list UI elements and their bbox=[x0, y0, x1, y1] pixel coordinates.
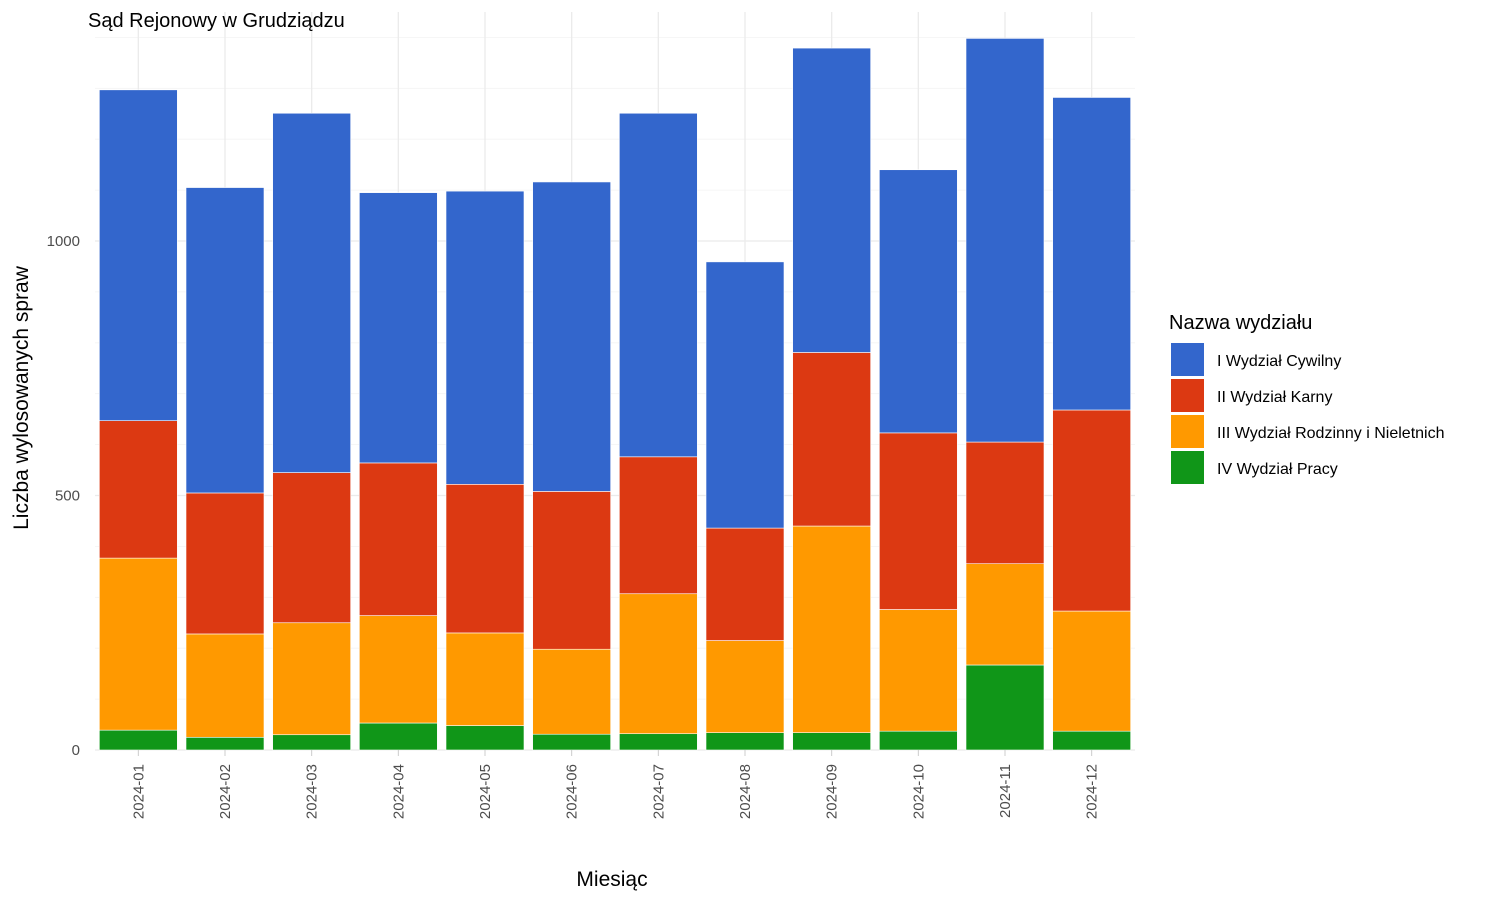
x-tick-label: 2024-12 bbox=[1084, 764, 1101, 819]
legend-swatch bbox=[1171, 343, 1204, 376]
x-tick-label: 2024-06 bbox=[564, 764, 581, 819]
bar-segment bbox=[705, 640, 785, 733]
bar-segment bbox=[272, 112, 351, 473]
bar-segment bbox=[965, 563, 1045, 666]
x-tick-label: 2024-05 bbox=[477, 764, 494, 819]
bar-segment bbox=[619, 112, 698, 458]
bar-segment bbox=[619, 456, 698, 595]
bar-segment bbox=[99, 89, 178, 421]
x-axis-title: Miesiąc bbox=[576, 868, 647, 891]
bar-segment bbox=[1052, 730, 1131, 751]
bar-segment bbox=[705, 261, 785, 529]
x-tick-label: 2024-11 bbox=[997, 764, 1014, 818]
bar-segment bbox=[879, 609, 958, 732]
legend-label: III Wydział Rodzinny i Nieletnich bbox=[1217, 425, 1445, 442]
bar-segment bbox=[965, 441, 1045, 565]
legend-label: I Wydział Cywilny bbox=[1217, 353, 1341, 370]
bar-segment bbox=[532, 648, 611, 735]
bar-segment bbox=[99, 729, 178, 751]
x-tick-label: 2024-08 bbox=[737, 764, 754, 819]
bar-segment bbox=[359, 615, 438, 724]
bar-segment bbox=[185, 736, 265, 751]
bar-segment bbox=[532, 181, 611, 492]
bar-segment bbox=[705, 527, 785, 641]
bar-segment bbox=[792, 47, 871, 353]
x-tick-label: 2024-03 bbox=[304, 764, 321, 819]
bar-segment bbox=[359, 192, 438, 464]
bar-segment bbox=[445, 484, 525, 634]
bar-segment bbox=[445, 190, 525, 485]
bar-segment bbox=[272, 472, 351, 624]
bar-segment bbox=[1052, 610, 1131, 732]
bar-segment bbox=[185, 492, 265, 635]
legend-label: II Wydział Karny bbox=[1217, 389, 1332, 406]
legend-title: Nazwa wydziału bbox=[1169, 312, 1312, 334]
bar-segment bbox=[965, 664, 1045, 751]
x-tick-label: 2024-07 bbox=[650, 764, 667, 819]
legend-label: IV Wydział Pracy bbox=[1217, 461, 1338, 478]
bar-segment bbox=[879, 169, 958, 434]
bar-segment bbox=[532, 733, 611, 751]
bar-segment bbox=[445, 725, 525, 751]
bar-segment bbox=[792, 732, 871, 751]
y-tick-label: 1000 bbox=[47, 233, 80, 250]
bar-segment bbox=[359, 722, 438, 751]
bar-segment bbox=[1052, 409, 1131, 612]
x-axis-ticks: 2024-01 2024-02 2024-03 2024-04 2024-05 2024-… bbox=[130, 750, 1101, 819]
bar-segment bbox=[532, 491, 611, 650]
bar-segment bbox=[185, 633, 265, 738]
legend: Nazwa wydziału I Wydział Cywilny II Wydzi… bbox=[1169, 312, 1445, 484]
bar-segment bbox=[792, 352, 871, 527]
bar-segment bbox=[359, 462, 438, 616]
bars-layer bbox=[99, 38, 1131, 751]
bar-segment bbox=[99, 420, 178, 559]
bar-segment bbox=[965, 38, 1045, 443]
bar-segment bbox=[879, 730, 958, 751]
x-tick-label: 2024-09 bbox=[824, 764, 841, 819]
y-axis-title: Liczba wylosowanych spraw bbox=[10, 265, 33, 530]
y-tick-label: 500 bbox=[55, 488, 80, 505]
bar-segment bbox=[879, 432, 958, 610]
bar-segment bbox=[1052, 97, 1131, 411]
y-axis-ticks: 0 500 1000 bbox=[47, 233, 80, 759]
chart-title: Sąd Rejonowy w Grudziądzu bbox=[88, 10, 345, 32]
bar-segment bbox=[705, 732, 785, 751]
x-tick-label: 2024-10 bbox=[910, 764, 927, 819]
bar-segment bbox=[445, 632, 525, 726]
bar-segment bbox=[272, 734, 351, 751]
y-tick-label: 0 bbox=[72, 742, 80, 759]
bar-segment bbox=[792, 525, 871, 733]
legend-swatch bbox=[1171, 451, 1204, 484]
legend-swatch bbox=[1171, 415, 1204, 448]
x-tick-label: 2024-02 bbox=[217, 764, 234, 819]
bar-segment bbox=[99, 557, 178, 731]
x-tick-label: 2024-01 bbox=[130, 764, 147, 819]
x-tick-label: 2024-04 bbox=[390, 764, 407, 819]
bar-segment bbox=[272, 622, 351, 736]
bar-segment bbox=[619, 593, 698, 735]
bar-segment bbox=[619, 733, 698, 751]
legend-swatch bbox=[1171, 379, 1204, 412]
bar-segment bbox=[185, 187, 265, 494]
